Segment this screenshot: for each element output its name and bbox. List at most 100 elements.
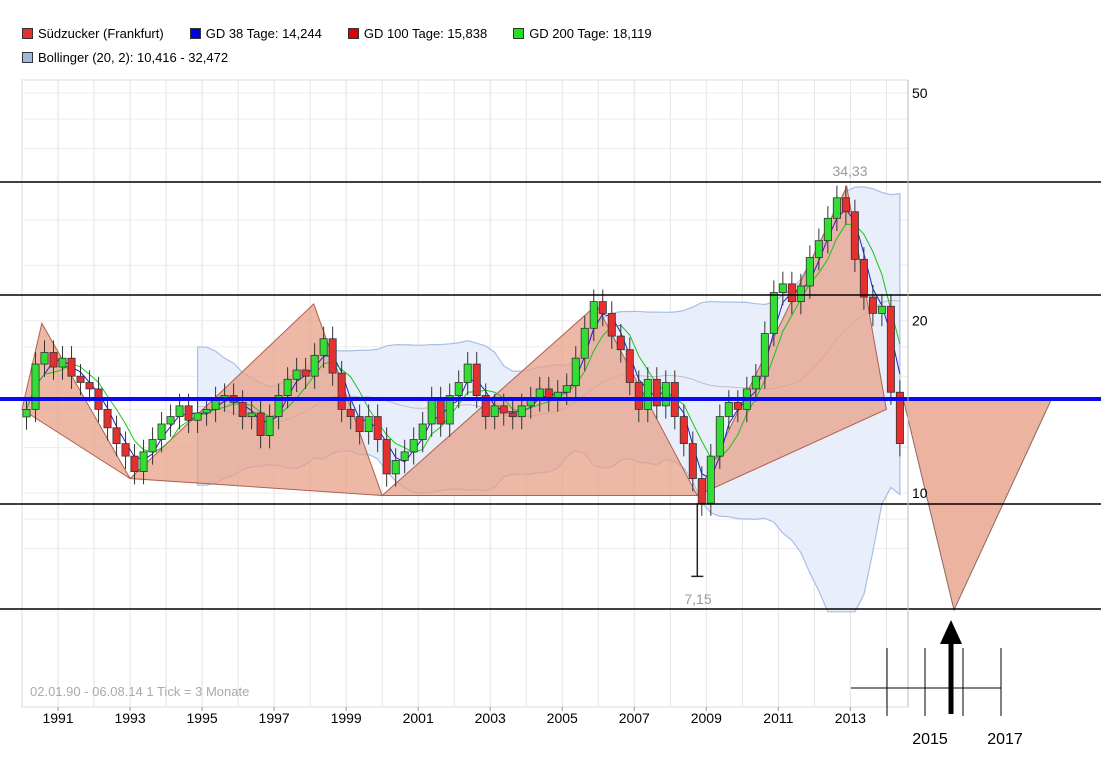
candle-body [814, 240, 823, 258]
candle-body [319, 338, 328, 356]
candle-body [148, 439, 157, 453]
candle-body [877, 305, 886, 314]
axes: 50 20 10 1991 1993 1995 1997 1999 2001 2003 2005 20… [42, 80, 928, 726]
candle-body [328, 338, 337, 374]
candle-body [238, 401, 247, 417]
legend-entry-suedzucker: Südzucker (Frankfurt) [22, 26, 164, 41]
candle-body [58, 357, 67, 368]
candle-body [643, 378, 652, 410]
horizontal-lines [0, 181, 1101, 610]
candle-body [112, 427, 121, 444]
candle-body [409, 439, 418, 453]
candle-body [832, 197, 841, 219]
legend-label: Bollinger (20, 2): 10,416 - 32,472 [38, 50, 229, 65]
legend-entry-gd100: GD 100 Tage: 15,838 [347, 26, 487, 41]
legend-label: GD 200 Tage: 18,119 [529, 26, 652, 41]
candle-body [40, 352, 49, 365]
high-label: 34,33 [832, 163, 867, 179]
footer-date-range: 02.01.90 - 06.08.14 1 Tick = 3 Monate [30, 684, 249, 699]
legend-swatch [22, 28, 33, 39]
candle-body [436, 398, 445, 425]
x-tick-label: 2001 [403, 710, 434, 726]
candle-body [751, 375, 760, 390]
candle-body [841, 197, 850, 213]
candle-body [733, 401, 742, 410]
candle-body [175, 405, 184, 417]
candle-body [463, 363, 472, 383]
extended-axis-label: 2015 [912, 731, 948, 748]
candle-body [517, 405, 526, 417]
candle-body [625, 349, 634, 383]
candle-body [886, 305, 895, 393]
legend-row-2: Bollinger (20, 2): 10,416 - 32,472 [22, 50, 254, 65]
candle-body [247, 412, 256, 417]
candle-body [589, 301, 598, 329]
legend-entry-gd38: GD 38 Tage: 14,244 [189, 26, 322, 41]
candle-body [580, 327, 589, 359]
candle-body [121, 443, 130, 457]
candle-body [22, 408, 31, 418]
candle-body [310, 354, 319, 377]
candle-body [382, 439, 391, 475]
candle-body [607, 312, 616, 337]
candle-body [769, 292, 778, 334]
candle-body [76, 375, 85, 383]
candle-body [850, 211, 859, 260]
candle-body [364, 416, 373, 433]
y-tick-label: 10 [912, 485, 928, 501]
candle-body [184, 405, 193, 421]
legend-label: Südzucker (Frankfurt) [38, 26, 164, 41]
candle-body [652, 378, 661, 407]
candle-body [760, 333, 769, 377]
candle-body [688, 443, 697, 479]
candle-body [616, 335, 625, 351]
legend-swatch [22, 52, 33, 63]
candle-body [103, 408, 112, 429]
candle-body [283, 378, 292, 396]
legend-label: GD 38 Tage: 14,244 [205, 26, 322, 41]
up-arrow-head [940, 620, 962, 644]
candle-body [661, 382, 670, 407]
candle-body [454, 382, 463, 396]
candle-body [679, 416, 688, 444]
candle-body [895, 391, 904, 444]
candle-body [706, 455, 715, 504]
x-tick-label: 2005 [547, 710, 578, 726]
candle-body [490, 405, 499, 417]
x-tick-label: 2009 [691, 710, 722, 726]
legend-swatch [189, 28, 201, 39]
candle-body [724, 401, 733, 417]
candle-body [472, 363, 481, 396]
legend-swatch [347, 28, 359, 39]
candle-body [31, 363, 40, 410]
candle-body [265, 416, 274, 436]
legend-swatch [513, 28, 525, 39]
candle-body [292, 369, 301, 380]
candle-body [193, 412, 202, 421]
x-tick-label: 2007 [619, 710, 650, 726]
candle-body [130, 455, 139, 472]
candle-body [301, 369, 310, 377]
candle-body [796, 285, 805, 303]
candle-body [337, 372, 346, 410]
candle-body [391, 460, 400, 475]
candle-body [715, 416, 724, 457]
candle-body [202, 408, 211, 414]
ma-line-gd38 [26, 208, 901, 480]
candle-body [499, 405, 508, 414]
x-tick-label: 1993 [114, 710, 145, 726]
candle-body [346, 408, 355, 417]
candle-body [400, 451, 409, 461]
candle-body [139, 451, 148, 472]
y-tick-label: 20 [912, 313, 928, 329]
extras: 2015 2017 [851, 620, 1023, 748]
x-tick-label: 2003 [475, 710, 506, 726]
x-tick-label: 1997 [259, 710, 290, 726]
x-tick-label: 1995 [187, 710, 218, 726]
candle-body [571, 357, 580, 387]
candle-body [274, 395, 283, 417]
candle-body [787, 283, 796, 303]
candle-body [805, 257, 814, 287]
candle-body [859, 258, 868, 298]
